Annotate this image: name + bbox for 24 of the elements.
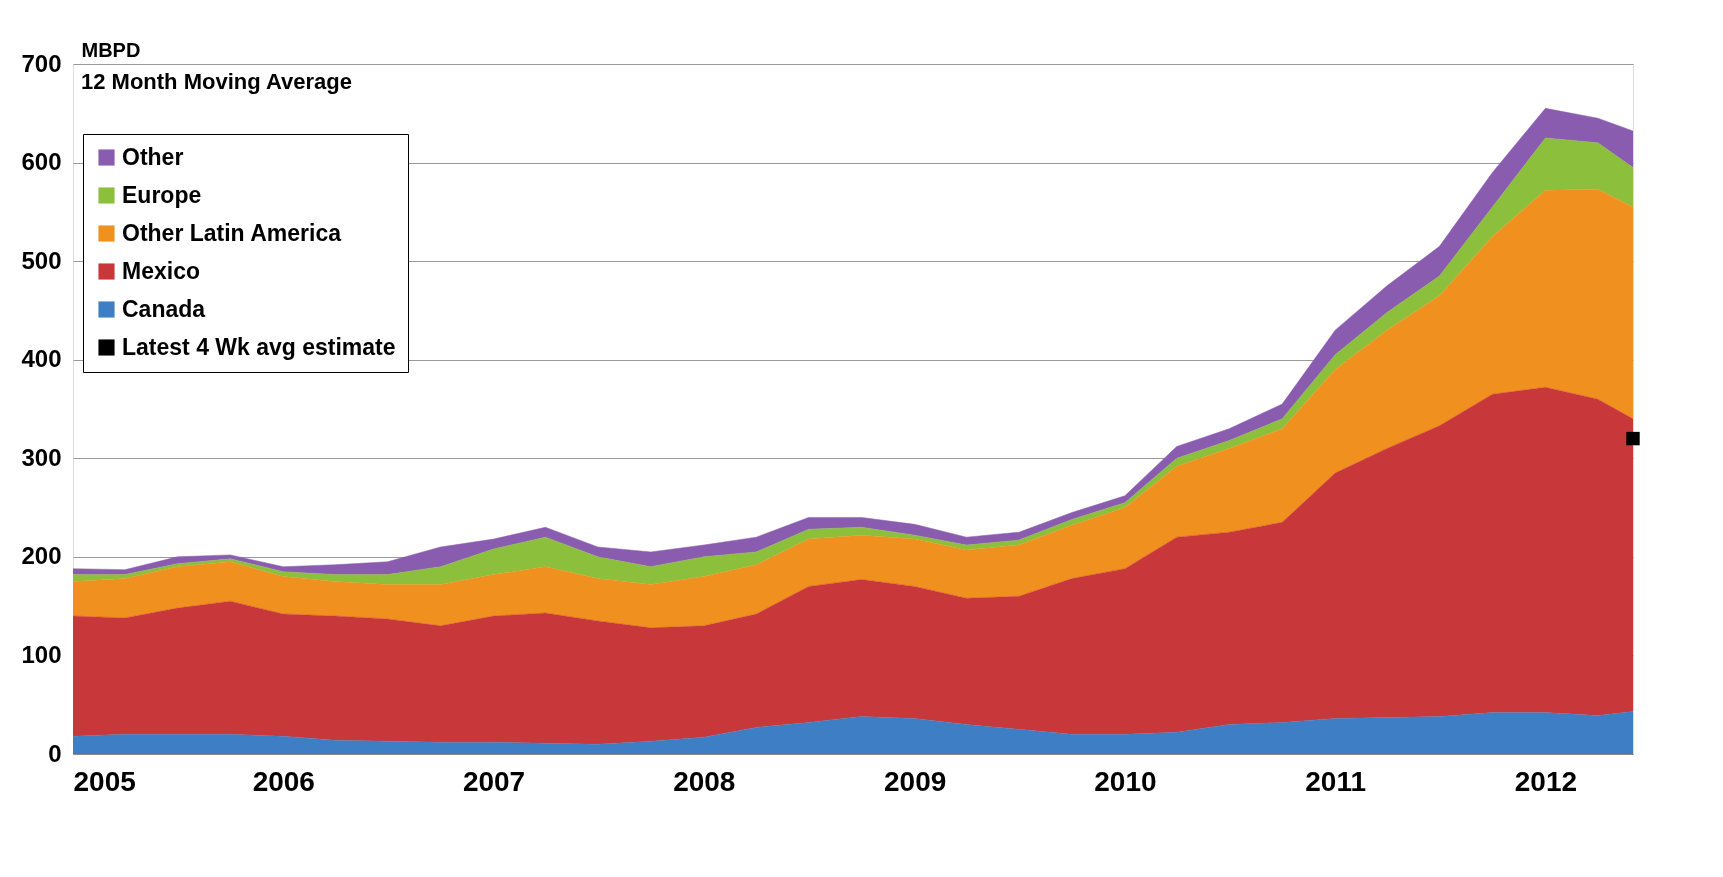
x-tick-label: 2009 xyxy=(883,765,947,797)
x-tick-label: 2011 xyxy=(1305,765,1367,797)
y-tick-label: 500 xyxy=(21,246,62,274)
legend-label: Other Latin America xyxy=(122,219,342,246)
y-axis-title: MBPD xyxy=(81,38,141,61)
legend-label: Canada xyxy=(122,295,206,322)
y-tick-label: 400 xyxy=(21,345,62,373)
legend-label: Latest 4 Wk avg estimate xyxy=(122,333,396,360)
annotation: 12 Month Moving Average xyxy=(81,69,352,94)
x-tick-label: 2005 xyxy=(73,765,136,797)
x-tick-label: 2007 xyxy=(462,765,526,797)
legend-label: Europe xyxy=(122,181,202,208)
x-tick-label: 2006 xyxy=(252,765,315,797)
y-tick-label: 0 xyxy=(48,739,62,767)
y-tick-label: 700 xyxy=(21,49,62,77)
legend-label: Other xyxy=(122,143,184,170)
legend-label: Mexico xyxy=(122,257,200,284)
x-tick-label: 2008 xyxy=(673,765,736,797)
y-tick-label: 100 xyxy=(21,640,62,668)
y-tick-label: 300 xyxy=(21,443,62,471)
x-tick-label: 2012 xyxy=(1514,765,1578,797)
y-tick-label: 200 xyxy=(21,542,62,570)
y-tick-label: 600 xyxy=(21,148,62,176)
x-tick-label: 2010 xyxy=(1094,765,1157,797)
